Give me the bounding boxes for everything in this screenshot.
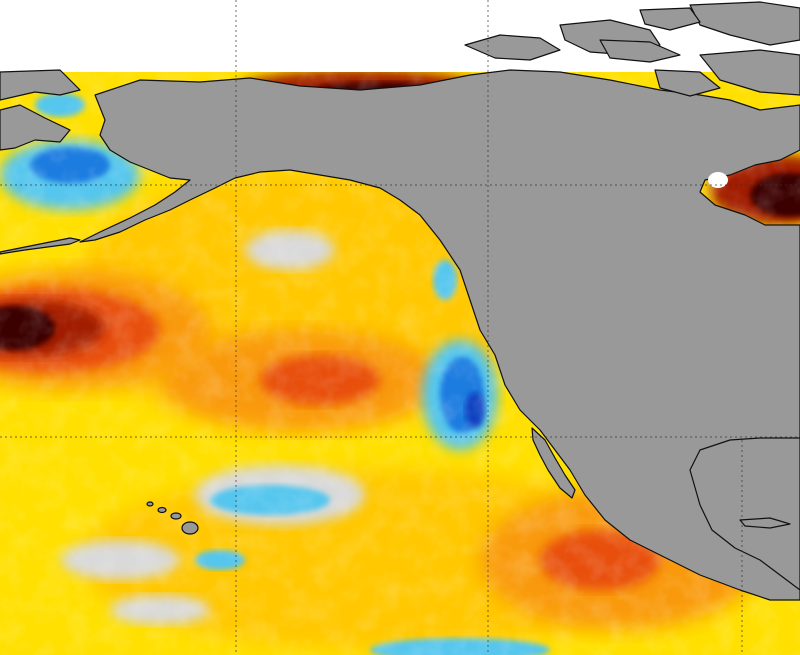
arctic-island-banks [464,34,561,61]
kauai-island [146,501,154,507]
north-america-landmass [79,69,800,601]
landmasses [0,1,800,601]
asia-landmass [0,104,71,151]
hawaiian-islands [146,501,199,535]
hudson-bay-ice [708,172,728,188]
maui-island [170,512,182,520]
hawaii-big-island [181,521,199,535]
oahu-island [157,506,167,514]
arctic-island-baffin [699,49,800,96]
arctic-island-southampton [654,69,721,97]
arctic-island-devon [639,7,701,31]
cuba-island [739,517,791,529]
arctic-island-ellesmere [689,1,800,46]
aleutian-islands [0,237,81,255]
arctic-island-melville [599,39,681,63]
baja-california-peninsula [531,427,576,499]
chukotka-landmass [0,69,81,101]
